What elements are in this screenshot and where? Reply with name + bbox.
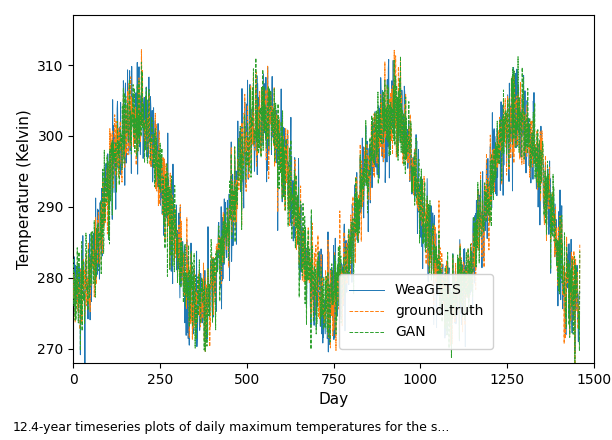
ground-truth bbox=[571, 362, 578, 367]
WeaGETS bbox=[98, 249, 105, 255]
WeaGETS bbox=[81, 363, 89, 368]
GAN bbox=[571, 374, 578, 379]
GAN bbox=[70, 257, 77, 262]
GAN bbox=[98, 224, 105, 230]
X-axis label: Day: Day bbox=[318, 392, 349, 407]
WeaGETS bbox=[576, 290, 583, 295]
ground-truth bbox=[288, 194, 295, 199]
ground-truth bbox=[70, 267, 77, 272]
ground-truth bbox=[102, 203, 110, 209]
Line: ground-truth: ground-truth bbox=[73, 50, 580, 365]
WeaGETS bbox=[264, 64, 271, 70]
ground-truth bbox=[514, 143, 521, 148]
GAN bbox=[576, 249, 583, 254]
Text: 12.: 12. bbox=[12, 421, 32, 434]
ground-truth bbox=[98, 201, 105, 206]
GAN bbox=[288, 197, 295, 202]
WeaGETS bbox=[385, 57, 392, 62]
Text: 4-year timeseries plots of daily maximum temperatures for the s...: 4-year timeseries plots of daily maximum… bbox=[31, 421, 449, 434]
WeaGETS bbox=[288, 154, 295, 159]
WeaGETS bbox=[70, 249, 77, 254]
GAN bbox=[397, 54, 404, 59]
ground-truth bbox=[138, 47, 145, 52]
ground-truth bbox=[264, 63, 271, 69]
GAN bbox=[264, 135, 271, 140]
Y-axis label: Temperature (Kelvin): Temperature (Kelvin) bbox=[17, 109, 32, 269]
Line: GAN: GAN bbox=[73, 56, 580, 376]
WeaGETS bbox=[514, 92, 521, 97]
ground-truth bbox=[533, 152, 540, 157]
GAN bbox=[514, 127, 521, 132]
Legend: WeaGETS, ground-truth, GAN: WeaGETS, ground-truth, GAN bbox=[340, 274, 493, 349]
Line: WeaGETS: WeaGETS bbox=[73, 59, 580, 366]
WeaGETS bbox=[534, 158, 541, 164]
ground-truth bbox=[576, 242, 583, 247]
WeaGETS bbox=[103, 187, 110, 192]
GAN bbox=[533, 180, 540, 186]
GAN bbox=[102, 179, 110, 184]
